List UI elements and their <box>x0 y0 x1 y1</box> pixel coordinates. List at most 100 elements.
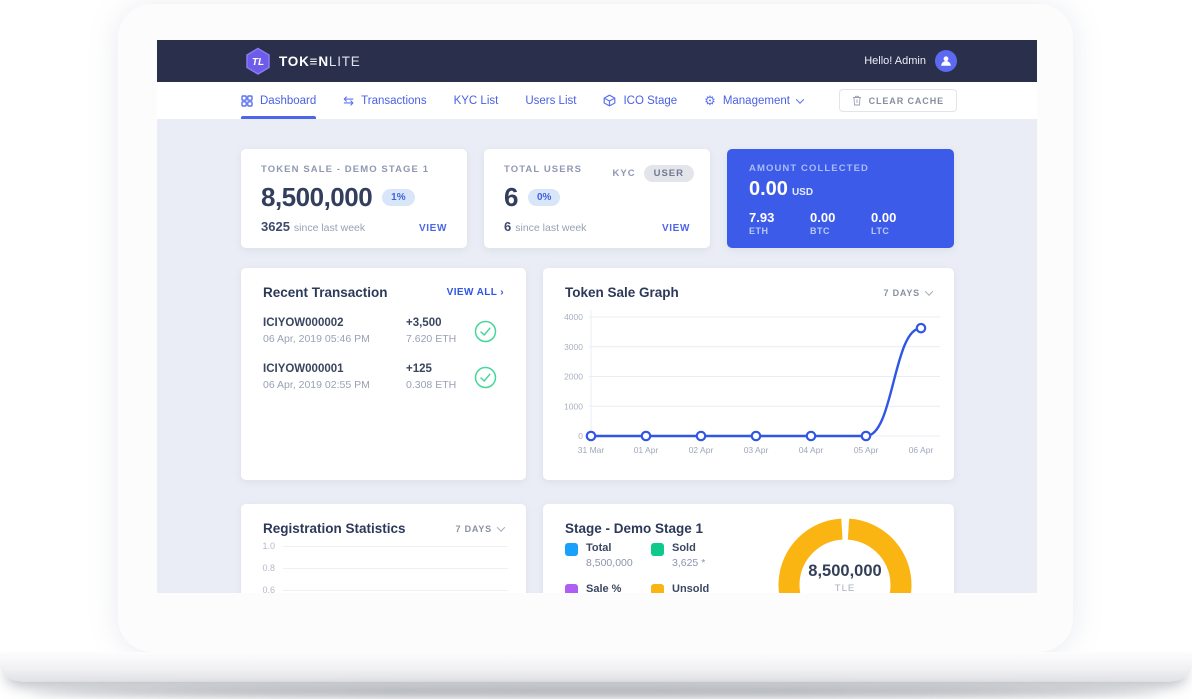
gear-icon: ⚙ <box>704 93 716 108</box>
tab-label: KYC List <box>453 94 499 107</box>
greeting-text: Hello! Admin <box>864 55 926 67</box>
legend-sold: Sold 3,625 * <box>651 542 737 569</box>
total-users-view-link[interactable]: VIEW <box>662 223 690 234</box>
trash-icon <box>852 95 861 106</box>
transaction-row[interactable]: ICIYOW000001 06 Apr, 2019 02:55 PM +125 … <box>241 354 526 400</box>
total-users-delta: 6 since last week <box>504 219 587 234</box>
transaction-amount: +3,500 <box>406 317 442 329</box>
check-circle-icon <box>474 320 497 342</box>
stage-title: Stage - Demo Stage 1 <box>565 521 704 536</box>
total-users-card: TOTAL USERS KYC USER 6 0% 6 since last we… <box>484 149 710 248</box>
dashboard-viewport: TL TOK≡NLITE Hello! Admin <box>157 40 1037 593</box>
check-circle-icon <box>474 366 497 388</box>
stage-gauge <box>778 518 912 593</box>
transaction-date: 06 Apr, 2019 05:46 PM <box>263 333 370 345</box>
transaction-amount: +125 <box>406 363 432 375</box>
graph-range-dropdown[interactable]: 7 DAYS <box>884 286 934 298</box>
token-sale-title: TOKEN SALE - DEMO STAGE 1 <box>261 164 430 175</box>
token-sale-delta: 3625 since last week <box>261 219 366 234</box>
legend-swatch <box>651 543 664 556</box>
nav-tabs-bar: Dashboard ⇆ Transactions KYC List Users … <box>157 82 1037 119</box>
view-all-link[interactable]: VIEW ALL › <box>446 287 504 298</box>
tab-label: ICO Stage <box>623 94 678 107</box>
tab-dashboard[interactable]: Dashboard <box>241 82 317 119</box>
tab-users-list[interactable]: Users List <box>525 82 576 119</box>
token-sale-view-link[interactable]: VIEW <box>419 223 447 234</box>
clear-cache-label: CLEAR CACHE <box>868 95 944 106</box>
chevron-down-icon <box>924 286 934 296</box>
toggle-kyc[interactable]: KYC <box>612 168 636 179</box>
arrow-right-icon: › <box>500 287 504 298</box>
chevron-down-icon <box>795 94 805 104</box>
cube-icon <box>604 94 616 107</box>
svg-text:02 Apr: 02 Apr <box>689 445 714 455</box>
token-sale-value: 8,500,000 <box>261 182 373 212</box>
registration-gridline: 0.6 <box>259 584 508 593</box>
swap-arrows-icon: ⇆ <box>343 93 355 108</box>
svg-text:05 Apr: 05 Apr <box>854 445 879 455</box>
transaction-crypto: 0.308 ETH <box>406 379 457 391</box>
legend-sale-pct: Sale % <box>565 583 651 593</box>
svg-text:01 Apr: 01 Apr <box>634 445 659 455</box>
toggle-user[interactable]: USER <box>643 165 694 182</box>
legend-unsold: Unsold <box>651 583 737 593</box>
transaction-id: ICIYOW000001 <box>263 363 344 375</box>
total-users-value: 6 <box>504 182 518 212</box>
legend-swatch <box>651 584 664 593</box>
user-avatar[interactable] <box>935 50 957 72</box>
transaction-date: 06 Apr, 2019 02:55 PM <box>263 379 370 391</box>
total-users-badge: 0% <box>527 189 561 206</box>
brand-hexagon-icon: TL <box>246 47 270 75</box>
token-sale-badge: 1% <box>382 189 415 206</box>
stage-legend: Total 8,500,000 Sold 3,625 * Sale % U <box>565 542 737 593</box>
stage-gauge-ring <box>778 518 912 593</box>
legend-swatch <box>565 543 578 556</box>
registration-statistics-title: Registration Statistics <box>263 521 406 536</box>
clear-cache-button[interactable]: CLEAR CACHE <box>838 89 957 112</box>
top-navbar: TL TOK≡NLITE Hello! Admin <box>157 40 1037 82</box>
svg-text:3000: 3000 <box>564 342 583 352</box>
tab-label: Transactions <box>361 94 427 107</box>
svg-text:06 Apr: 06 Apr <box>909 445 934 455</box>
tab-kyc-list[interactable]: KYC List <box>454 82 499 119</box>
stage-card: Stage - Demo Stage 1 Total 8,500,000 Sold… <box>543 504 954 593</box>
tab-management[interactable]: ⚙ Management <box>704 82 805 119</box>
brand-name: TOK≡NLITE <box>279 53 361 69</box>
recent-transactions-title: Recent Transaction <box>263 285 388 300</box>
amount-collected-title: AMOUNT COLLECTED <box>749 163 869 174</box>
brand-logo[interactable]: TL TOK≡NLITE <box>245 47 361 75</box>
legend-total: Total 8,500,000 <box>565 542 651 569</box>
svg-text:31 Mar: 31 Mar <box>578 445 605 455</box>
stage-gauge-center: 8,500,000 TLE <box>808 562 882 593</box>
token-sale-graph-card: Token Sale Graph 7 DAYS 0 1000 2000 3000 400… <box>543 268 954 480</box>
registration-range-dropdown[interactable]: 7 DAYS <box>456 522 506 534</box>
amount-ltc: 0.00 LTC <box>871 210 897 236</box>
amount-eth: 7.93 ETH <box>749 210 775 236</box>
transaction-row[interactable]: ICIYOW000002 06 Apr, 2019 05:46 PM +3,50… <box>241 308 526 354</box>
token-sale-card: TOKEN SALE - DEMO STAGE 1 8,500,000 1% 3… <box>241 149 467 248</box>
laptop-shadow <box>30 688 1162 696</box>
svg-text:TL: TL <box>252 57 264 68</box>
tab-label: Dashboard <box>260 94 317 107</box>
tab-ico-stage[interactable]: ICO Stage <box>603 82 677 119</box>
tab-transactions[interactable]: ⇆ Transactions <box>343 82 426 119</box>
tab-label: Users List <box>525 94 577 107</box>
recent-transactions-card: Recent Transaction VIEW ALL › ICIYOW0000… <box>241 268 526 480</box>
token-sale-graph-title: Token Sale Graph <box>565 285 679 300</box>
token-sale-chart: 0 1000 2000 3000 4000 31 Mar 01 Apr 02 Apr 03 Ap… <box>564 310 940 455</box>
amount-collected-value: 0.00 USD <box>749 178 814 200</box>
registration-gridline: 1.0 <box>259 540 508 552</box>
amount-btc: 0.00 BTC <box>810 210 836 236</box>
transaction-crypto: 7.620 ETH <box>406 333 457 345</box>
svg-text:2000: 2000 <box>564 372 583 382</box>
dashboard-content: TOKEN SALE - DEMO STAGE 1 8,500,000 1% 3… <box>157 119 1037 593</box>
laptop-base <box>0 652 1192 682</box>
tab-label: Management <box>722 94 790 107</box>
person-icon <box>941 56 951 66</box>
svg-text:04 Apr: 04 Apr <box>799 445 824 455</box>
transaction-id: ICIYOW000002 <box>263 317 344 329</box>
svg-text:0: 0 <box>578 431 583 441</box>
svg-text:4000: 4000 <box>564 312 583 322</box>
laptop-screen-bezel: TL TOK≡NLITE Hello! Admin <box>118 4 1073 652</box>
